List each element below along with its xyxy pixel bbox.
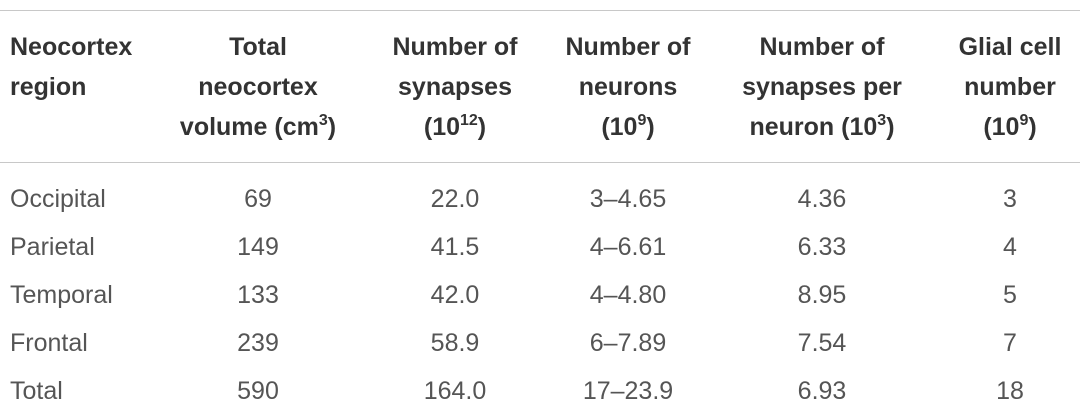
header-text: volume (cm — [179, 113, 319, 141]
header-line: Number of — [566, 32, 691, 62]
header-text: region — [10, 73, 87, 101]
header-text: Number of — [392, 33, 518, 61]
header-line: neuron (103) — [749, 112, 894, 142]
table-cell: 4 — [1003, 233, 1017, 261]
table-cell: 58.9 — [430, 329, 480, 357]
table-cell: 4–4.80 — [589, 281, 667, 309]
header-line: number — [964, 72, 1056, 102]
table-cell: 3 — [1003, 185, 1017, 213]
header-text: synapses per — [742, 73, 902, 101]
table-cell: 22.0 — [430, 185, 480, 213]
header-text: (10 — [423, 113, 461, 141]
header-line: Total — [229, 32, 287, 62]
table-cell: 6.33 — [797, 233, 847, 261]
header-superscript: 9 — [637, 112, 647, 129]
header-line: Neocortex — [10, 32, 132, 62]
header-text: ) — [1028, 113, 1037, 141]
table-cell: 6.93 — [797, 377, 847, 405]
header-line: Number of — [760, 32, 885, 62]
table-cell: 18 — [996, 377, 1024, 405]
header-line: synapses per — [742, 72, 902, 102]
header-line: (109) — [983, 112, 1036, 142]
header-text: (10 — [983, 113, 1020, 141]
table-cell: 239 — [237, 329, 279, 357]
table-cell: 8.95 — [797, 281, 847, 309]
table-cell: 4.36 — [797, 185, 847, 213]
header-line: region — [10, 72, 86, 102]
table-cell: 5 — [1003, 281, 1017, 309]
header-text: (10 — [601, 113, 638, 141]
table-cell: Occipital — [10, 185, 106, 213]
table-cell: 7.54 — [797, 329, 847, 357]
header-text: ) — [477, 113, 487, 141]
header-text: number — [964, 73, 1056, 101]
table-cell: Total — [10, 377, 63, 405]
header-line: Number of — [393, 32, 518, 62]
header-text: Glial cell — [958, 33, 1062, 61]
table-cell: 3–4.65 — [589, 185, 667, 213]
table-cell: 41.5 — [430, 233, 480, 261]
header-text: Total — [229, 33, 287, 61]
table-cell: 149 — [237, 233, 279, 261]
header-line: (109) — [601, 112, 654, 142]
top-rule — [0, 10, 1080, 11]
header-superscript: 9 — [1019, 112, 1029, 129]
header-text: ) — [646, 113, 655, 141]
header-superscript: 3 — [877, 112, 887, 129]
header-text: neuron (10 — [749, 113, 878, 141]
header-line: Glial cell — [959, 32, 1062, 62]
table-cell: 590 — [237, 377, 279, 405]
table-cell: Frontal — [10, 329, 88, 357]
header-text: neurons — [578, 73, 678, 101]
header-line: synapses — [398, 72, 512, 102]
table-cell: 4–6.61 — [589, 233, 667, 261]
header-line: (1012) — [424, 112, 486, 142]
header-text: ) — [886, 113, 895, 141]
header-line: neurons — [579, 72, 678, 102]
header-text: Number of — [759, 33, 885, 61]
table-cell: 7 — [1003, 329, 1017, 357]
table-cell: 133 — [237, 281, 279, 309]
table-cell: 17–23.9 — [582, 377, 674, 405]
header-superscript: 12 — [460, 112, 478, 129]
header-text: neocortex — [198, 73, 318, 101]
header-superscript: 3 — [318, 112, 328, 129]
table-cell: 164.0 — [423, 377, 487, 405]
header-line: neocortex — [198, 72, 317, 102]
header-text: synapses — [398, 73, 512, 101]
table-cell: Temporal — [10, 281, 113, 309]
header-text: Neocortex — [10, 33, 133, 61]
header-text: ) — [327, 113, 337, 141]
table-cell: Parietal — [10, 233, 95, 261]
header-rule — [0, 162, 1080, 163]
header-text: Number of — [565, 33, 691, 61]
table-cell: 69 — [244, 185, 272, 213]
table-cell: 42.0 — [430, 281, 480, 309]
table-cell: 6–7.89 — [589, 329, 667, 357]
header-line: volume (cm3) — [180, 112, 336, 142]
